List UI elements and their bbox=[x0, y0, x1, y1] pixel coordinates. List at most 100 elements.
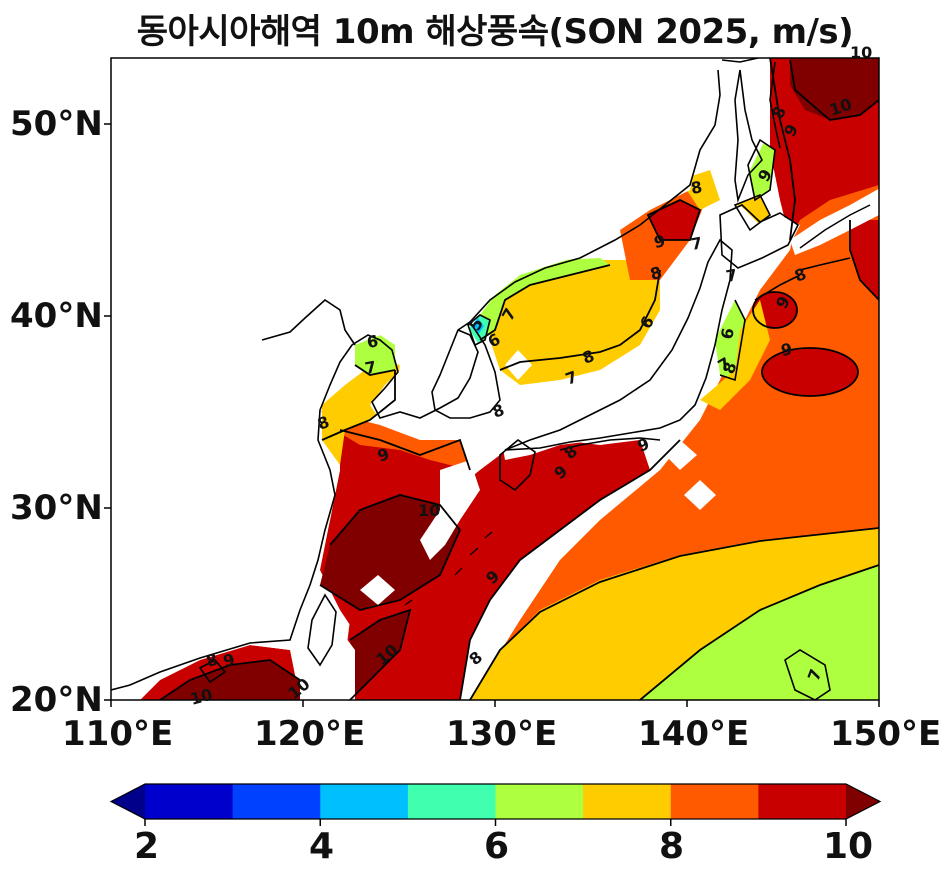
coastline-china-north bbox=[261, 298, 356, 346]
land-pixel-gap-3 bbox=[684, 480, 716, 510]
contour-7-yellow-sea bbox=[354, 364, 396, 376]
colorbar bbox=[109, 783, 882, 826]
lat-tick-label: 30°N bbox=[10, 488, 103, 528]
wind-speed-fields bbox=[111, 58, 879, 700]
contour-10-ne bbox=[789, 59, 879, 121]
lon-tick-label: 130°E bbox=[446, 714, 558, 754]
lon-tick-label: 110°E bbox=[62, 714, 174, 754]
contour-9-east-strip bbox=[849, 220, 879, 301]
land-japan bbox=[500, 220, 735, 460]
colorbar-segment bbox=[145, 784, 234, 819]
coastline-korea bbox=[431, 320, 501, 419]
field-10plus-scs bbox=[160, 660, 300, 700]
lat-tick-label: 40°N bbox=[10, 296, 103, 336]
contour-9-east-ellipse bbox=[761, 347, 859, 397]
contour-9-ecs bbox=[339, 429, 471, 471]
contour-label: 10 bbox=[850, 43, 872, 62]
field-7-8-yellow-sea bbox=[322, 360, 400, 465]
contour-10-ecs bbox=[319, 494, 462, 611]
contour-8-north-east bbox=[799, 257, 851, 271]
field-9-10-sea-of-japan-north bbox=[648, 200, 700, 240]
contour-label: 7 bbox=[363, 357, 377, 378]
contour-7-south bbox=[639, 564, 879, 700]
contour-8-hokkaido-east bbox=[754, 274, 801, 301]
contour-label: 7 bbox=[724, 265, 738, 286]
coastline-kyushu bbox=[499, 438, 536, 492]
contour-8-sea-of-japan bbox=[499, 269, 661, 371]
chart-title: 동아시아해역 10m 해상풍속(SON 2025, m/s) bbox=[136, 12, 854, 52]
field-8-pacific-honshu bbox=[700, 300, 770, 410]
colorbar-segment bbox=[583, 784, 672, 819]
field-10-east-edge bbox=[850, 220, 879, 300]
axis-ticks bbox=[104, 123, 880, 707]
coastline-ryukyu bbox=[404, 531, 493, 606]
contour-10-taiwan bbox=[349, 608, 412, 700]
lon-tick-label: 150°E bbox=[830, 714, 941, 754]
colorbar-extend-max bbox=[846, 784, 880, 819]
field-10plus-taiwan-strait bbox=[350, 610, 410, 700]
contour-label: 9 bbox=[652, 231, 666, 252]
field-10-blob-east bbox=[762, 348, 858, 396]
colorbar-tick-label: 4 bbox=[309, 826, 335, 867]
contour-label: 9 bbox=[779, 339, 793, 360]
colorbar-segment bbox=[495, 784, 584, 819]
contour-7-kuril bbox=[747, 138, 776, 202]
contour-8-south bbox=[469, 527, 879, 700]
field-8-sea-of-japan bbox=[490, 260, 660, 385]
coastline-sea-of-japan-mainland bbox=[469, 69, 721, 323]
lat-tick-label: 50°N bbox=[10, 104, 103, 144]
field-9-10-south bbox=[340, 440, 650, 700]
colorbar-segment bbox=[670, 784, 759, 819]
coastline-sakhalin bbox=[721, 58, 763, 204]
contour-label: 9 bbox=[221, 650, 237, 671]
coastline-honshu bbox=[504, 238, 733, 451]
land-korea bbox=[430, 330, 500, 425]
contour-label: 7 bbox=[689, 233, 703, 254]
land-pixel-gap-2 bbox=[505, 570, 535, 600]
coastline-hainan bbox=[198, 658, 227, 684]
contour-7-south-island bbox=[784, 649, 831, 700]
contour-9-east-edge bbox=[769, 58, 796, 241]
contour-10-scs bbox=[159, 659, 301, 700]
colorbar-tick-label: 6 bbox=[484, 826, 510, 867]
contour-8-kuril bbox=[733, 193, 772, 232]
land-asia bbox=[111, 58, 735, 700]
contour-label: 8 bbox=[648, 263, 664, 284]
land-ryukyu-gaps bbox=[420, 460, 480, 560]
coastline-hokkaido bbox=[719, 204, 800, 269]
contour-9-sea-of-japan-north bbox=[646, 199, 702, 241]
contour-7-sea-of-japan bbox=[479, 264, 611, 341]
coastline-taiwan bbox=[307, 593, 337, 667]
land-luzon-strip bbox=[320, 630, 355, 700]
land-sakhalin bbox=[722, 58, 770, 200]
lon-tick-label: 120°E bbox=[254, 714, 366, 754]
contour-label: 8 bbox=[204, 650, 220, 671]
contour-label: 6 bbox=[365, 331, 379, 352]
colorbar-segment bbox=[320, 784, 409, 819]
contour-9-south bbox=[459, 439, 681, 700]
land-pixel-gap-1 bbox=[360, 575, 395, 605]
coastline-okhotsk bbox=[769, 61, 781, 149]
contour-8-yellow-sea bbox=[321, 370, 396, 441]
coastline-asia bbox=[111, 329, 479, 691]
lon-tick-label: 140°E bbox=[638, 714, 750, 754]
colorbar-segment bbox=[232, 784, 321, 819]
contour-7-pacific bbox=[719, 299, 746, 382]
colorbar-segment bbox=[407, 784, 496, 819]
colorbar-extend-min bbox=[111, 784, 145, 819]
colorbar-segment bbox=[758, 784, 847, 819]
lat-tick-label: 20°N bbox=[10, 680, 103, 720]
contour-label: 8 bbox=[689, 177, 703, 198]
field-7-south bbox=[640, 565, 879, 700]
field-10plus-ecs bbox=[320, 495, 460, 610]
colorbar-tick-label: 8 bbox=[659, 826, 685, 867]
land-hokkaido bbox=[715, 205, 800, 270]
contour-label: 6 bbox=[717, 326, 738, 340]
colorbar-tick-label: 2 bbox=[134, 826, 160, 867]
colorbar-tick-label: 10 bbox=[823, 826, 874, 867]
contour-6-sea-of-japan bbox=[467, 314, 491, 347]
contour-label: 10 bbox=[418, 501, 440, 520]
land-pixel-gap-5 bbox=[505, 350, 532, 380]
coastline-kurils bbox=[799, 204, 871, 249]
